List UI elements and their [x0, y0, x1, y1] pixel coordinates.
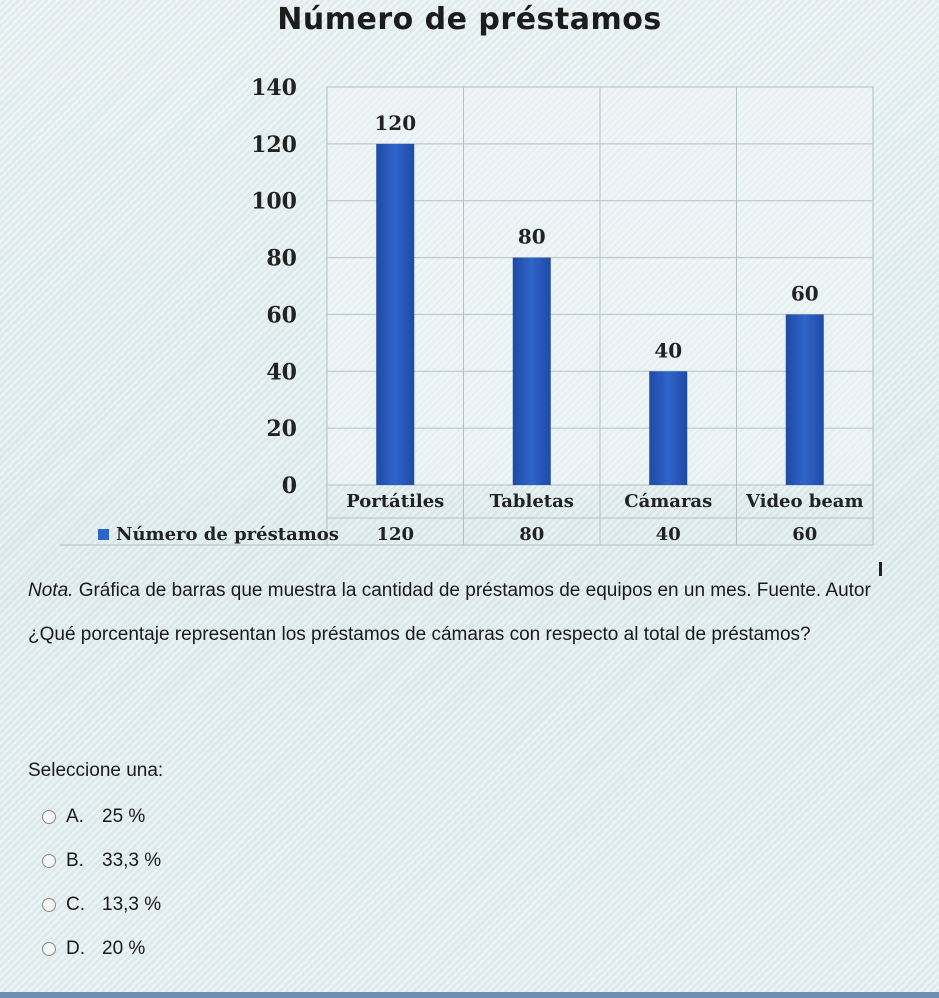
chart-note: Nota. Gráfica de barras que muestra la c…: [28, 580, 939, 602]
y-tick-label: 80: [266, 246, 297, 272]
y-tick-label: 60: [266, 302, 297, 328]
bar-chart: 0 20 40 60 80 100 120 140 120 80 40 60 Portátiles Tab…: [60, 75, 874, 546]
table-value: 40: [656, 524, 681, 545]
option-text: 13,3 %: [102, 894, 162, 915]
table-value: 60: [792, 524, 817, 545]
option-d[interactable]: D. 20 %: [42, 936, 145, 962]
legend-swatch: [98, 529, 109, 540]
table-value: 120: [376, 524, 414, 545]
x-tick-label: Video beam: [745, 491, 864, 512]
radio-button[interactable]: [42, 810, 56, 824]
bar-data-label: 120: [374, 111, 416, 135]
radio-button[interactable]: [42, 898, 56, 912]
chart-title: Número de préstamos: [277, 2, 662, 37]
y-tick-label: 20: [266, 416, 297, 442]
bar-data-label: 80: [518, 225, 546, 249]
bar: [649, 371, 688, 485]
option-text: 20 %: [102, 938, 146, 959]
table-value: 80: [519, 524, 544, 545]
select-prompt: Seleccione una:: [28, 760, 164, 781]
bar-data-label: 40: [654, 338, 682, 362]
y-tick-label: 0: [282, 473, 297, 499]
option-c[interactable]: C. 13,3 %: [42, 892, 161, 918]
y-tick-label: 40: [266, 359, 297, 385]
option-letter: D.: [66, 938, 85, 959]
question-text: ¿Qué porcentaje representan los préstamo…: [28, 624, 811, 645]
legend-label: Número de préstamos: [116, 524, 339, 545]
option-letter: A.: [66, 806, 84, 827]
footer-bar: [0, 992, 939, 998]
option-text: 33,3 %: [102, 850, 162, 871]
bar-data-label: 60: [791, 281, 819, 305]
bar: [785, 314, 824, 485]
radio-button[interactable]: [42, 942, 56, 956]
option-letter: B.: [66, 850, 84, 871]
radio-button[interactable]: [42, 854, 56, 868]
note-prefix: Nota.: [28, 580, 74, 601]
option-b[interactable]: B. 33,3 %: [42, 848, 161, 874]
x-tick-label: Tabletas: [490, 491, 574, 512]
note-text: Gráfica de barras que muestra la cantida…: [73, 580, 871, 601]
option-letter: C.: [66, 894, 85, 915]
y-tick-label: 120: [251, 132, 297, 158]
bar: [376, 143, 415, 485]
option-text: 25 %: [102, 806, 146, 827]
y-tick-label: 140: [251, 75, 297, 101]
x-tick-label: Cámaras: [624, 491, 712, 512]
x-tick-label: Portátiles: [346, 491, 444, 512]
text-cursor: [879, 562, 882, 576]
y-tick-label: 100: [251, 189, 297, 215]
option-a[interactable]: A. 25 %: [42, 804, 145, 830]
bar: [512, 257, 551, 485]
